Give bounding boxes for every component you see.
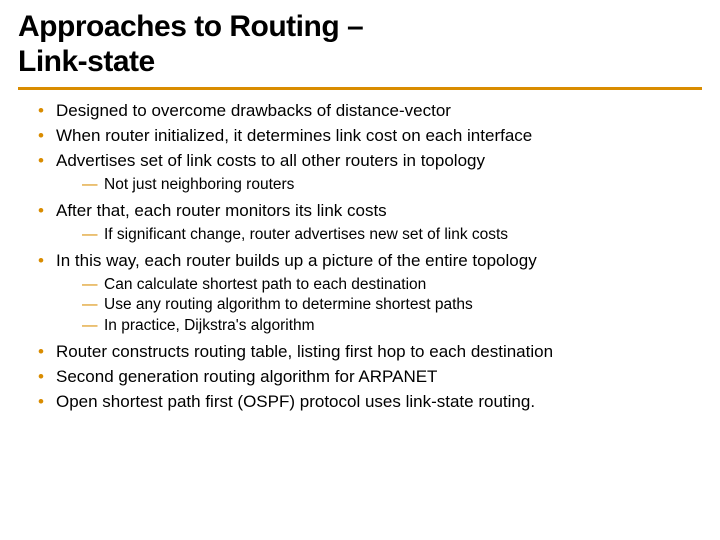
bullet-text: Designed to overcome drawbacks of distan… (56, 101, 451, 120)
slide-body: Designed to overcome drawbacks of distan… (18, 100, 702, 414)
bullet-text: Open shortest path first (OSPF) protocol… (56, 392, 535, 411)
slide-title: Approaches to Routing – Link-state (18, 10, 702, 79)
bullet-text: Second generation routing algorithm for … (56, 367, 437, 386)
sub-bullet-list: Not just neighboring routers (56, 175, 702, 196)
sub-bullet-item: In practice, Dijkstra's algorithm (82, 316, 702, 337)
bullet-item: When router initialized, it determines l… (38, 125, 702, 148)
bullet-item: Second generation routing algorithm for … (38, 366, 702, 389)
bullet-item: After that, each router monitors its lin… (38, 200, 702, 246)
bullet-item: In this way, each router builds up a pic… (38, 250, 702, 338)
bullet-text: When router initialized, it determines l… (56, 126, 532, 145)
bullet-text: Router constructs routing table, listing… (56, 342, 553, 361)
title-line-2: Link-state (18, 45, 155, 78)
bullet-list: Designed to overcome drawbacks of distan… (18, 100, 702, 414)
bullet-item: Open shortest path first (OSPF) protocol… (38, 391, 702, 414)
bullet-item: Router constructs routing table, listing… (38, 341, 702, 364)
sub-bullet-text: In practice, Dijkstra's algorithm (104, 317, 315, 334)
sub-bullet-text: Use any routing algorithm to determine s… (104, 296, 473, 313)
title-line-1: Approaches to Routing – (18, 10, 363, 43)
accent-rule (18, 87, 702, 90)
bullet-text: After that, each router monitors its lin… (56, 201, 387, 220)
sub-bullet-text: Not just neighboring routers (104, 176, 294, 193)
sub-bullet-text: If significant change, router advertises… (104, 226, 508, 243)
sub-bullet-item: If significant change, router advertises… (82, 225, 702, 246)
bullet-item: Designed to overcome drawbacks of distan… (38, 100, 702, 123)
sub-bullet-item: Can calculate shortest path to each dest… (82, 275, 702, 296)
bullet-text: In this way, each router builds up a pic… (56, 251, 537, 270)
sub-bullet-item: Use any routing algorithm to determine s… (82, 295, 702, 316)
sub-bullet-list: If significant change, router advertises… (56, 225, 702, 246)
sub-bullet-list: Can calculate shortest path to each dest… (56, 275, 702, 338)
bullet-text: Advertises set of link costs to all othe… (56, 151, 485, 170)
bullet-item: Advertises set of link costs to all othe… (38, 150, 702, 196)
sub-bullet-text: Can calculate shortest path to each dest… (104, 276, 426, 293)
sub-bullet-item: Not just neighboring routers (82, 175, 702, 196)
